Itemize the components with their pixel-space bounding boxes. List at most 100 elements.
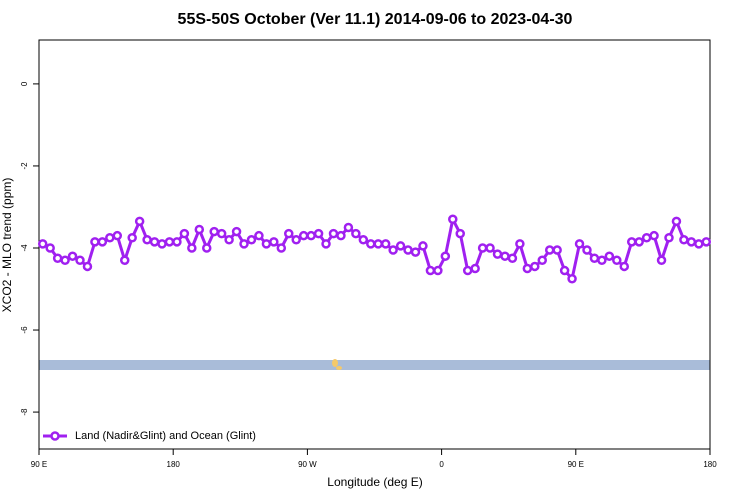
y-tick-label: -6 [20, 326, 29, 334]
surface-band-spot [332, 359, 338, 367]
data-point [246, 235, 257, 245]
data-point [239, 239, 249, 249]
x-tick-label: 90 W [298, 460, 317, 469]
data-point [358, 235, 369, 245]
data-point [679, 235, 689, 245]
data-point [440, 251, 451, 261]
data-point [530, 261, 540, 272]
x-tick-label: 90 E [568, 460, 584, 469]
x-tick-label: 90 E [31, 460, 47, 469]
data-point [112, 230, 123, 241]
data-point [276, 243, 287, 253]
data-point [567, 274, 577, 284]
y-tick-label: 0 [20, 81, 29, 86]
data-point [403, 245, 413, 255]
data-point [202, 243, 212, 253]
data-point [119, 255, 130, 266]
data-point [537, 255, 547, 266]
legend-marker [50, 431, 60, 441]
data-point [328, 228, 339, 239]
data-point [269, 237, 279, 247]
data-point [209, 226, 219, 237]
data-point [306, 230, 316, 241]
data-point [574, 239, 585, 249]
data-point [224, 235, 234, 245]
data-point [82, 261, 93, 272]
data-point [164, 237, 175, 247]
data-point [380, 239, 391, 249]
data-point [343, 222, 354, 233]
data-point [664, 232, 674, 243]
data-point [522, 263, 533, 274]
data-point [336, 230, 346, 241]
data-point [157, 239, 167, 249]
data-point [582, 245, 592, 255]
data-point [649, 230, 659, 241]
data-point [694, 239, 704, 249]
data-point [410, 247, 421, 257]
data-point [142, 235, 152, 245]
data-point [656, 255, 667, 266]
data-point [701, 237, 712, 247]
data-point [634, 237, 644, 247]
data-point [321, 239, 331, 249]
data-point [477, 243, 488, 253]
data-point [261, 239, 272, 249]
data-point [641, 232, 652, 243]
data-point [462, 265, 473, 276]
legend-label: Land (Nadir&Glint) and Ocean (Glint) [75, 430, 256, 442]
data-point [172, 237, 182, 247]
x-tick-label: 180 [703, 460, 717, 469]
data-point [395, 241, 406, 251]
data-point [507, 253, 518, 263]
data-point [515, 239, 525, 249]
data-point [194, 224, 205, 235]
data-point [544, 245, 555, 255]
data-point [552, 245, 562, 255]
data-point [604, 251, 615, 261]
x-tick-label: 0 [439, 460, 444, 469]
data-point [187, 243, 197, 253]
data-point [388, 245, 398, 255]
data-point [671, 216, 682, 227]
data-point [619, 261, 630, 272]
x-tick-label: 180 [167, 460, 181, 469]
data-point [366, 239, 376, 249]
data-point [254, 230, 264, 241]
data-point [500, 251, 510, 261]
data-point [313, 228, 324, 239]
data-point [470, 263, 480, 274]
x-axis-label: Longitude (deg E) [327, 475, 422, 489]
data-point [448, 214, 458, 225]
data-point [597, 255, 607, 266]
chart-title: 55S-50S October (Ver 11.1) 2014-09-06 to… [178, 11, 573, 28]
data-point [134, 216, 145, 227]
data-point [45, 243, 55, 253]
data-point [127, 232, 137, 243]
y-axis-label: XCO2 - MLO trend (ppm) [0, 178, 14, 313]
surface-band [39, 360, 710, 370]
data-point [97, 237, 108, 247]
data-point [589, 253, 600, 263]
data-point [179, 228, 190, 239]
data-point [626, 237, 637, 247]
data-point [291, 235, 301, 245]
data-point [67, 251, 78, 261]
y-tick-label: -4 [20, 244, 29, 252]
data-point [149, 237, 160, 247]
data-point [52, 253, 63, 263]
data-point [418, 241, 428, 251]
data-point [425, 265, 436, 276]
series-line [42, 214, 707, 282]
data-point [559, 265, 570, 276]
data-point [216, 228, 227, 239]
data-point [284, 228, 294, 239]
data-point [298, 230, 309, 241]
data-point [492, 249, 503, 259]
y-tick-label: -8 [20, 408, 29, 416]
data-point [231, 226, 242, 237]
data-point [373, 239, 383, 249]
data-point [485, 243, 495, 253]
y-tick-label: -2 [20, 162, 29, 170]
